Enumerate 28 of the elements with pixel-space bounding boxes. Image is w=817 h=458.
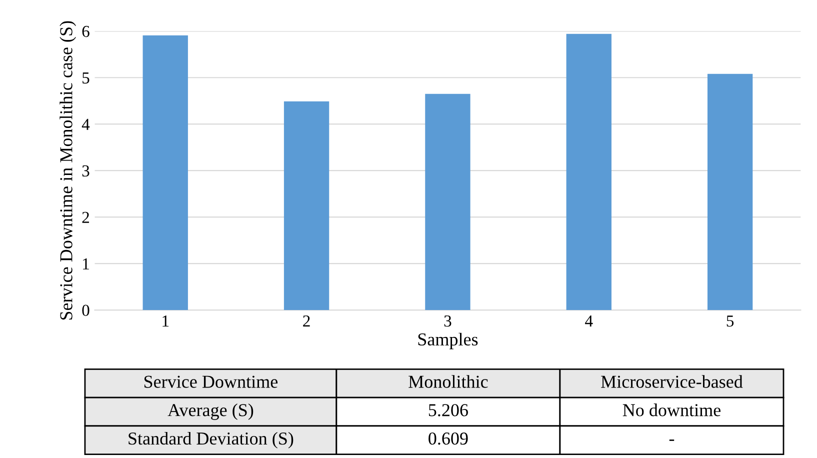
- text: -: [669, 440, 674, 441]
- text: Microservice-based: [601, 375, 743, 388]
- x-tick-label: 3: [444, 315, 452, 327]
- y-tick-label: 1: [83, 258, 89, 270]
- bar: [425, 94, 470, 310]
- text: Service Downtime: [144, 376, 278, 388]
- y-tick-label: 2: [82, 212, 89, 223]
- y-tick-label: 4: [82, 118, 90, 130]
- y-tick-label: 3: [82, 165, 90, 177]
- text: 5.206: [428, 404, 468, 416]
- text: Standard Deviation (S): [128, 432, 294, 448]
- y-axis-title: Service Downtime in Monolithic case (S): [60, 21, 76, 320]
- text: Monolithic: [408, 375, 488, 388]
- bar: [142, 35, 188, 310]
- x-axis-title: Samples: [418, 332, 478, 350]
- text: Average (S): [168, 404, 254, 420]
- text: No downtime: [622, 404, 721, 416]
- bar: [284, 101, 330, 310]
- y-tick-label: 5: [82, 72, 90, 84]
- y-tick-label: 6: [82, 26, 90, 38]
- x-tick-label: 4: [585, 316, 593, 326]
- x-tick-label: 5: [726, 316, 734, 327]
- y-tick-label: 0: [82, 304, 90, 316]
- x-tick-label: 2: [303, 315, 310, 326]
- text: 0.609: [428, 432, 468, 445]
- bar: [566, 34, 612, 310]
- x-tick-label: 1: [162, 315, 169, 326]
- bar: [707, 74, 753, 310]
